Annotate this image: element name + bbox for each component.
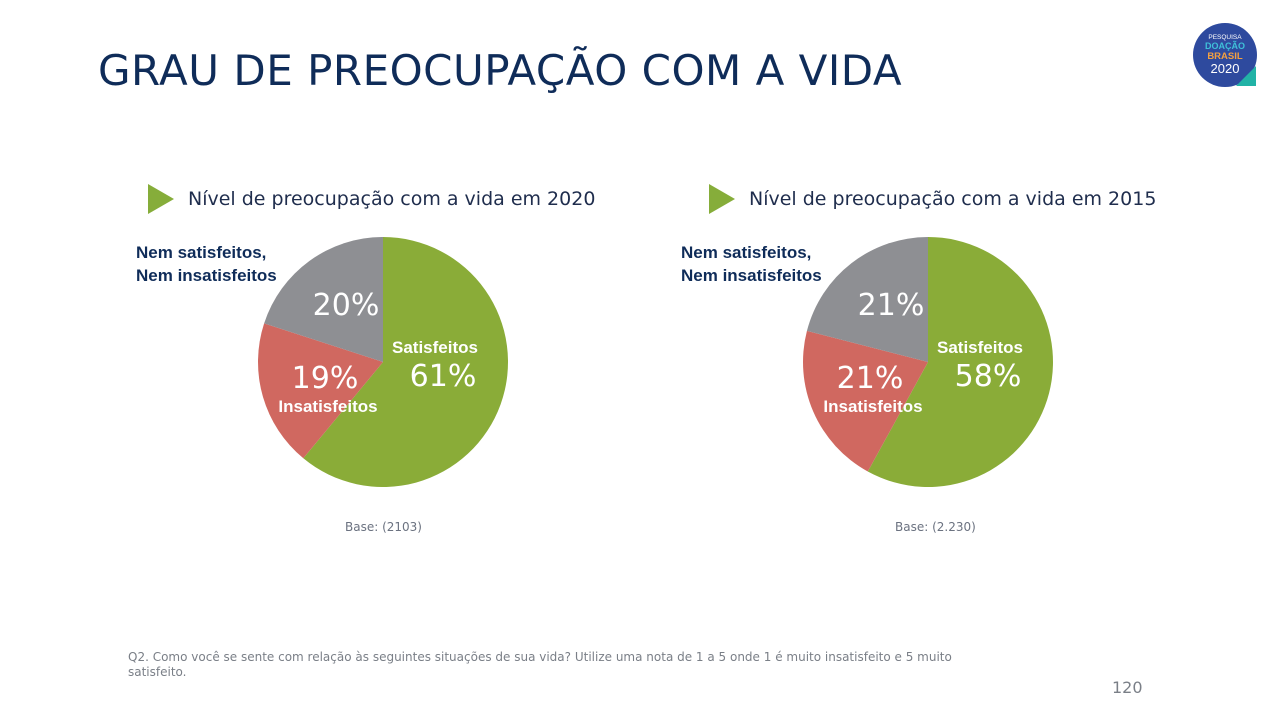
page-title: GRAU DE PREOCUPAÇÃO COM A VIDA bbox=[98, 46, 903, 95]
logo-line3: BRASIL bbox=[1207, 51, 1243, 62]
slice-label-nem-satisfeitos: Nem satisfeitos, Nem insatisfeitos bbox=[136, 243, 277, 285]
pie-slice-satisfeitos bbox=[867, 237, 1053, 487]
slice-label-insatisfeitos: Insatisfeitos bbox=[278, 397, 377, 416]
slice-label-insatisfeitos: Insatisfeitos bbox=[823, 397, 922, 416]
chart-2020-title-text: Nível de preocupação com a vida em 2020 bbox=[188, 188, 596, 210]
question-footnote: Q2. Como você se sente com relação às se… bbox=[128, 650, 952, 679]
chart-2015-base: Base: (2.230) bbox=[895, 520, 976, 534]
slice-value-satisfeitos: 61% bbox=[410, 359, 477, 394]
pie-slice-insatisfeitos bbox=[258, 323, 383, 459]
chart-2015-title-text: Nível de preocupação com a vida em 2015 bbox=[749, 188, 1157, 210]
slice-label-satisfeitos: Satisfeitos bbox=[392, 338, 478, 357]
slice-value-nem-satisfeitos: 21% bbox=[858, 288, 925, 323]
pie-slice-insatisfeitos bbox=[803, 330, 928, 472]
page-number: 120 bbox=[1112, 678, 1143, 697]
slice-value-nem-satisfeitos: 20% bbox=[313, 288, 380, 323]
logo-line4: 2020 bbox=[1211, 61, 1240, 76]
slice-value-insatisfeitos: 19% bbox=[292, 361, 359, 396]
logo-line2: DOAÇÃO bbox=[1205, 41, 1245, 51]
pesquisa-doacao-brasil-logo: PESQUISA DOAÇÃO BRASIL 2020 bbox=[1193, 23, 1257, 87]
logo-line1: PESQUISA bbox=[1208, 34, 1242, 41]
slice-value-satisfeitos: 58% bbox=[955, 359, 1022, 394]
chart-2020-title: Nível de preocupação com a vida em 2020 bbox=[148, 184, 595, 214]
chart-2020-base: Base: (2103) bbox=[345, 520, 422, 534]
pie-slice-satisfeitos bbox=[303, 237, 509, 487]
slice-value-insatisfeitos: 21% bbox=[837, 361, 904, 396]
pie-chart-2020: Satisfeitos 61% 19%Insatisfeitos 20% Nem sat… bbox=[136, 237, 509, 487]
triangle-bullet-icon bbox=[709, 184, 735, 214]
pie-slice-nem-satisfeitos-nem-insatisfeitos bbox=[264, 237, 383, 362]
chart-2015-title: Nível de preocupação com a vida em 2015 bbox=[709, 184, 1156, 214]
slice-label-satisfeitos: Satisfeitos bbox=[937, 338, 1023, 357]
triangle-bullet-icon bbox=[148, 184, 174, 214]
slice-label-nem-satisfeitos: Nem satisfeitos, Nem insatisfeitos bbox=[681, 243, 822, 285]
pie-slice-nem-satisfeitos-nem-insatisfeitos bbox=[806, 237, 928, 362]
